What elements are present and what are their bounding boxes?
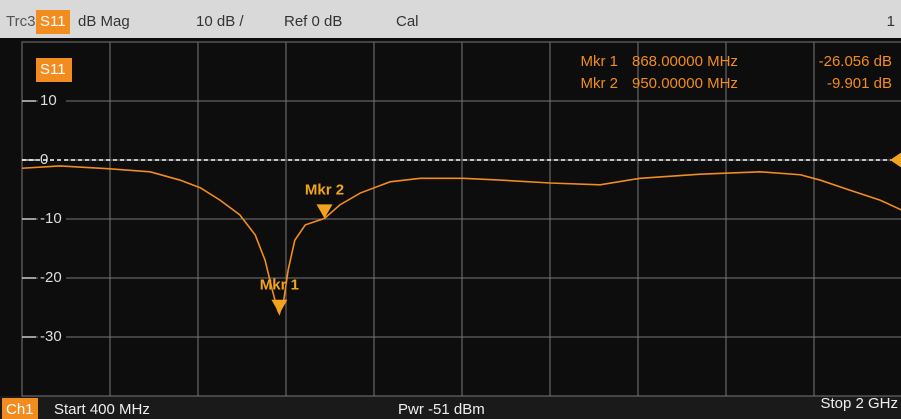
- marker-label: Mkr 2: [305, 181, 344, 198]
- ref-label: Ref 0 dB: [284, 13, 342, 30]
- scale-label: 10 dB /: [196, 13, 244, 30]
- y-tick-label: -10: [40, 210, 62, 227]
- y-tick-label: -30: [40, 328, 62, 345]
- background: [0, 0, 901, 419]
- cal-label: Cal: [396, 13, 419, 30]
- trace-label: Trc3: [6, 13, 35, 30]
- y-tick-label: -20: [40, 269, 62, 286]
- marker-readout-x: 868.00000 MHz: [632, 53, 738, 70]
- power-label: Pwr -51 dBm: [398, 401, 485, 418]
- channel-index: 1: [887, 13, 895, 30]
- marker-readout-x: 950.00000 MHz: [632, 75, 738, 92]
- param-label: S11: [40, 13, 66, 30]
- marker-readout-y: -9.901 dB: [827, 75, 892, 92]
- marker-readout-y: -26.056 dB: [819, 53, 892, 70]
- page: Trc3 S11 dB Mag 10 dB / Ref 0 dB Cal 1 C…: [0, 0, 901, 419]
- header-bar: [0, 0, 901, 38]
- trace-name: S11: [40, 61, 66, 78]
- channel-label: Ch1: [6, 401, 34, 418]
- start-label: Start 400 MHz: [54, 401, 150, 418]
- marker-readout-name: Mkr 1: [581, 53, 619, 70]
- screen: Trc3 S11 dB Mag 10 dB / Ref 0 dB Cal 1 C…: [0, 0, 901, 419]
- marker-label: Mkr 1: [260, 277, 299, 294]
- format-label: dB Mag: [78, 13, 130, 30]
- y-tick-label: 10: [40, 92, 57, 109]
- stop-label: Stop 2 GHz: [820, 395, 898, 412]
- marker-readout-name: Mkr 2: [581, 75, 619, 92]
